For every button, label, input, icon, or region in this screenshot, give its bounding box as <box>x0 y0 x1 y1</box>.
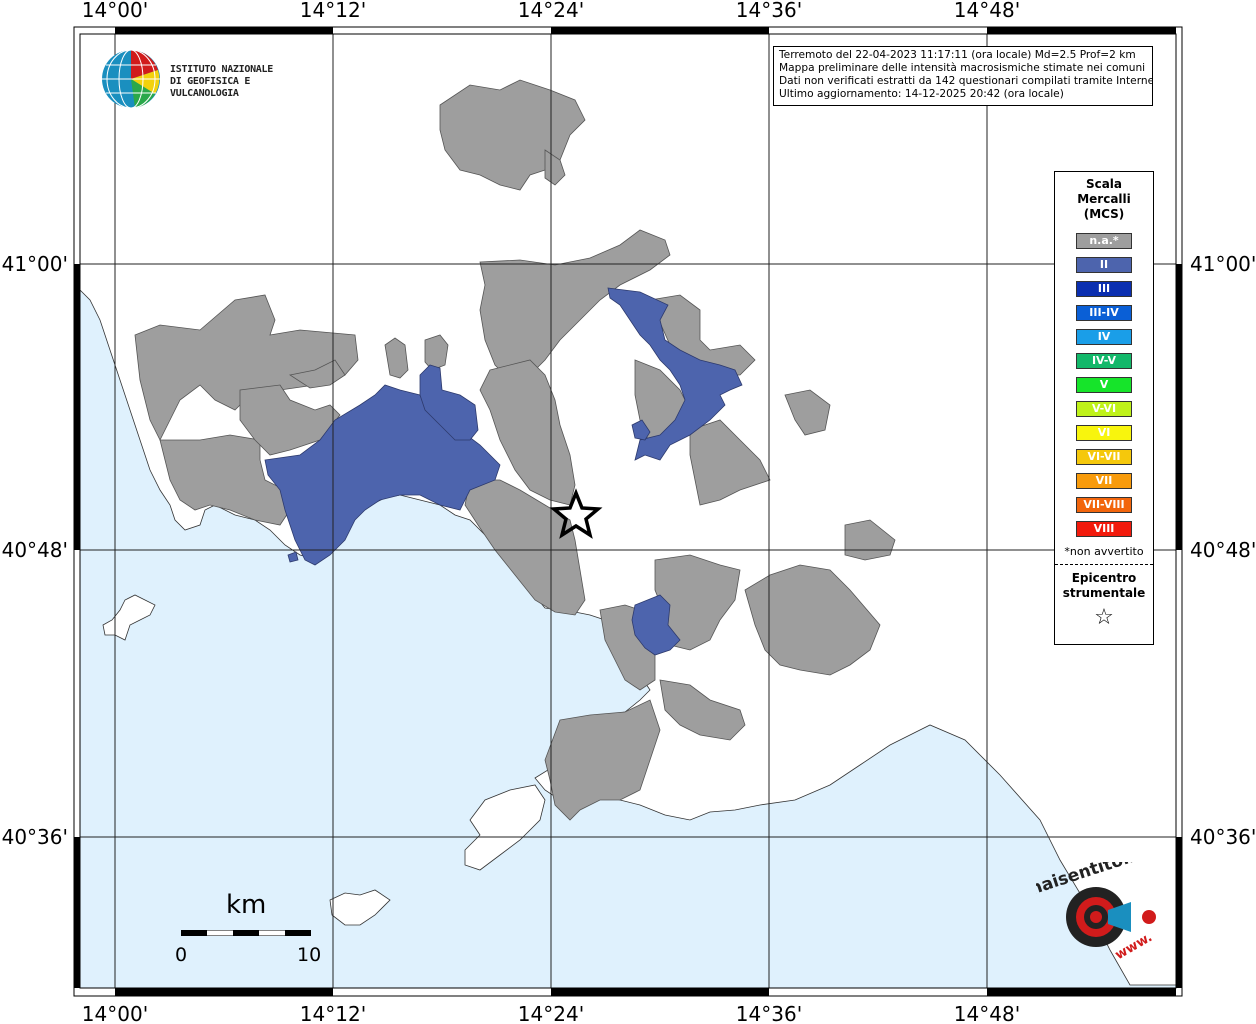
legend-epicenter-label: Epicentro strumentale <box>1062 571 1146 600</box>
lon-label-bottom-2: 14°12' <box>300 1002 366 1024</box>
legend-swatch-3: III-IV <box>1076 305 1132 321</box>
legend-swatch-9: VI-VII <box>1076 449 1132 465</box>
lon-label-bottom-5: 14°48' <box>954 1002 1020 1024</box>
mcs-legend: Scala Mercalli (MCS) n.a.* II III III-IV IV I… <box>1054 171 1154 645</box>
lat-label-right-3: 40°36' <box>1190 825 1256 849</box>
legend-note: *non avvertito <box>1064 545 1144 558</box>
lon-label-bottom-3: 14°24' <box>518 1002 584 1024</box>
lon-label-bottom-1: 14°00' <box>82 1002 148 1024</box>
info-line-1: Terremoto del 22-04-2023 11:17:11 (ora l… <box>779 49 1136 61</box>
hst-logo: haisentitoilterremoto.it www. <box>1036 862 1166 963</box>
legend-swatch-12: VIII <box>1076 521 1132 537</box>
lon-label-top-2: 14°12' <box>300 0 366 22</box>
map-border <box>73 26 1183 997</box>
legend-swatches: n.a.* II III III-IV IV IV-V V V-VI VI VI-VII VII VI… <box>1055 233 1153 537</box>
logo-line-1: ISTITUTO NAZIONALE <box>170 64 273 75</box>
legend-swatch-1: II <box>1076 257 1132 273</box>
epicenter-star-icon <box>549 488 603 539</box>
municipalities-intensity-II <box>264 287 743 656</box>
legend-swatch-0: n.a.* <box>1076 233 1132 249</box>
lat-label-left-2: 40°48' <box>2 538 68 562</box>
info-line-2: Mappa preliminare delle intensità macros… <box>779 62 1146 74</box>
legend-swatch-7: V-VI <box>1076 401 1132 417</box>
info-line-4: Ultimo aggiornamento: 14-12-2025 20:42 (… <box>779 88 1064 100</box>
lat-label-left-1: 41°00' <box>2 252 68 276</box>
legend-swatch-2: III <box>1076 281 1132 297</box>
info-line-3: Dati non verificati estratti da 142 ques… <box>779 75 1153 87</box>
globe-icon <box>102 49 160 109</box>
legend-swatch-4: IV <box>1076 329 1132 345</box>
logo-line-2: DI GEOFISICA E VULCANOLOGIA <box>170 76 251 99</box>
lon-label-top-1: 14°00' <box>82 0 148 22</box>
graticule <box>80 34 1176 988</box>
island-procida <box>102 594 156 641</box>
scale-unit: km <box>226 890 267 920</box>
legend-title: Scala Mercalli (MCS) <box>1077 177 1131 221</box>
legend-swatch-6: V <box>1076 377 1132 393</box>
scale-bar-graphic <box>181 930 311 936</box>
scale-max: 10 <box>297 944 322 966</box>
lon-label-top-3: 14°24' <box>518 0 584 22</box>
scale-min: 0 <box>175 944 188 966</box>
lon-label-top-4: 14°36' <box>736 0 802 22</box>
lat-label-right-1: 41°00' <box>1190 252 1256 276</box>
legend-swatch-11: VII-VIII <box>1076 497 1132 513</box>
island-capri <box>329 889 391 926</box>
event-info-box: Terremoto del 22-04-2023 11:17:11 (ora l… <box>773 46 1153 106</box>
legend-swatch-8: VI <box>1076 425 1132 441</box>
star-icon: ☆ <box>1094 605 1114 630</box>
legend-swatch-10: VII <box>1076 473 1132 489</box>
ingv-logo: ISTITUTO NAZIONALE DI GEOFISICA E VULCAN… <box>100 48 320 110</box>
lat-label-right-2: 40°48' <box>1190 538 1256 562</box>
lon-label-top-5: 14°48' <box>954 0 1020 22</box>
lon-label-bottom-4: 14°36' <box>736 1002 802 1024</box>
island-sorrento-tip <box>464 784 546 871</box>
lat-label-left-3: 40°36' <box>2 825 68 849</box>
legend-swatch-5: IV-V <box>1076 353 1132 369</box>
scale-bar: km 0 10 <box>175 890 322 970</box>
legend-divider <box>1055 564 1153 565</box>
